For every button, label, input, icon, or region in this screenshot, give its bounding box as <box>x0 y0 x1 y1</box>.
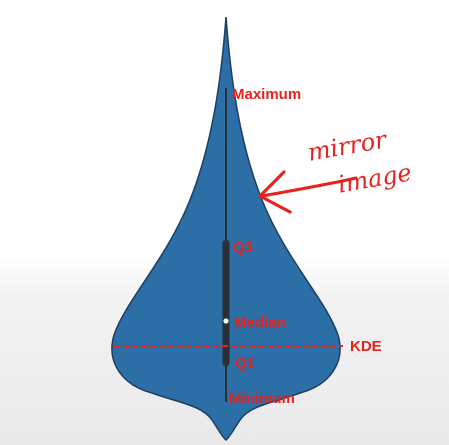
arrow-head <box>258 170 292 214</box>
label-q3: Q3 <box>233 239 254 256</box>
arrow-shaft <box>260 176 358 198</box>
label-q1: Q1 <box>235 355 256 372</box>
label-kde: KDE <box>350 338 382 355</box>
label-maximum: Maximum <box>232 86 302 103</box>
median-dot <box>223 318 229 324</box>
iqr-box <box>222 240 230 366</box>
label-median: Median <box>234 314 286 331</box>
label-minimum: Minimum <box>229 390 295 407</box>
